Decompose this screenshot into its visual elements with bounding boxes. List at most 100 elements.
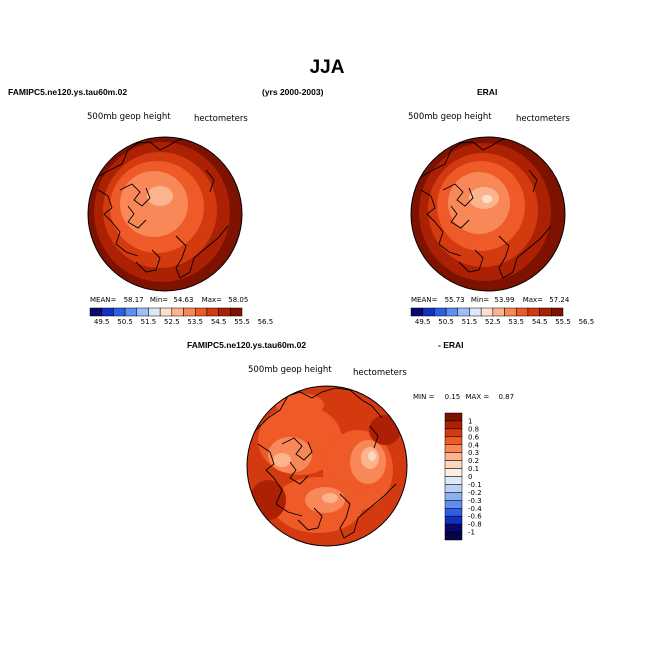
colorbar-box [159, 307, 173, 317]
model-stats: MEAN= 58.17 Min= 54.63 Max= 58.05 [90, 296, 248, 304]
colorbar-tick-label: 52.5 [485, 318, 501, 326]
colorbar-box [444, 484, 463, 493]
colorbar-box [444, 436, 463, 445]
colorbar-tick-label: 0.8 [468, 425, 479, 433]
colorbar-box [422, 307, 435, 317]
diff-max-label: MAX = [465, 393, 490, 401]
diff-min-value: 0.15 [444, 393, 461, 401]
model-case-title: FAMIPC5.ne120.ys.tau60m.02 [8, 87, 128, 97]
colorbar-box [457, 307, 470, 317]
colorbar-tick-label: 54.5 [532, 318, 548, 326]
colorbar-box [444, 492, 463, 501]
diff-case-title: FAMIPC5.ne120.ys.tau60m.02 [187, 340, 307, 350]
colorbar-box [444, 508, 463, 517]
colorbar-box [434, 307, 447, 317]
colorbar-tick-label: 0.3 [468, 449, 479, 457]
colorbar-tick-label: -0.1 [468, 481, 482, 489]
colorbar-box [504, 307, 517, 317]
colorbar-tick-label: -0.8 [468, 521, 482, 529]
colorbar-box [444, 523, 463, 533]
model-max-label: Max= [201, 296, 223, 304]
colorbar-box [136, 307, 149, 317]
model-polar-map [87, 136, 243, 292]
colorbar-tick-label: -0.4 [468, 505, 482, 513]
colorbar-tick-label: 50.5 [117, 318, 133, 326]
colorbar-box [444, 420, 463, 430]
colorbar-box [444, 468, 463, 477]
colorbar-tick-label: 53.5 [187, 318, 203, 326]
obs-units-label: hectometers [516, 114, 570, 124]
colorbar-tick-label: 51.5 [141, 318, 157, 326]
colorbar-tick-label: 50.5 [438, 318, 454, 326]
colorbar-box [89, 307, 102, 317]
colorbar-box [113, 307, 126, 317]
colorbar-box [539, 307, 552, 317]
model-min-value: 54.63 [173, 296, 194, 304]
obs-mean-value: 55.73 [444, 296, 465, 304]
colorbar-box [480, 307, 494, 317]
colorbar-tick-label: 56.5 [579, 318, 595, 326]
model-coastlines-icon [95, 137, 229, 279]
colorbar-box [444, 500, 463, 509]
diff-units-label: hectometers [353, 368, 407, 378]
obs-mean-label: MEAN= [411, 296, 438, 304]
colorbar-box [492, 307, 505, 317]
diff-colorbar: 10.80.60.40.30.20.10-0.1-0.2-0.3-0.4-0.6… [444, 412, 482, 541]
diff-variable-label: 500mb geop height [248, 365, 332, 375]
model-variable-label: 500mb geop height [87, 112, 171, 122]
colorbar-box [527, 307, 540, 317]
colorbar-box [444, 444, 463, 453]
model-units-label: hectometers [194, 114, 248, 124]
colorbar-box [101, 307, 114, 317]
colorbar-box [551, 307, 564, 317]
diff-min-label: MIN = [413, 393, 435, 401]
colorbar-box [469, 307, 482, 317]
obs-title: ERAI [477, 87, 498, 97]
colorbar-tick-label: 55.5 [555, 318, 571, 326]
obs-max-value: 57.24 [549, 296, 570, 304]
colorbar-tick-label: 1 [468, 417, 472, 425]
colorbar-tick-label: 0.4 [468, 441, 480, 449]
obs-polar-map [410, 136, 566, 292]
obs-max-label: Max= [522, 296, 544, 304]
colorbar-tick-label: -0.2 [468, 489, 482, 497]
colorbar-box [515, 307, 529, 317]
colorbar-box [194, 307, 208, 317]
diff-coastlines-icon [255, 387, 397, 539]
colorbar-tick-label: 0.2 [468, 457, 479, 465]
colorbar-tick-label: 53.5 [508, 318, 524, 326]
colorbar-box [445, 307, 459, 317]
colorbar-box [124, 307, 138, 317]
model-mean-label: MEAN= [90, 296, 117, 304]
colorbar-box [171, 307, 184, 317]
figure-title: JJA [309, 57, 345, 78]
model-min-label: Min= [149, 296, 169, 304]
colorbar-box [444, 452, 463, 461]
colorbar-tick-label: 52.5 [164, 318, 180, 326]
years-title: (yrs 2000-2003) [262, 87, 324, 97]
colorbar-box [206, 307, 219, 317]
colorbar-tick-label: -1 [468, 529, 475, 537]
colorbar-box [444, 531, 463, 541]
colorbar-box [444, 460, 463, 469]
colorbar-tick-label: 0 [468, 473, 472, 481]
diff-polar-map [246, 385, 408, 547]
colorbar-box [444, 412, 463, 422]
obs-variable-label: 500mb geop height [408, 112, 492, 122]
colorbar-tick-label: 56.5 [258, 318, 274, 326]
obs-min-label: Min= [470, 296, 490, 304]
colorbar-tick-label: 51.5 [462, 318, 478, 326]
colorbar-box [218, 307, 231, 317]
colorbar-box [410, 307, 423, 317]
colorbar-tick-label: 0.6 [468, 433, 480, 441]
model-mean-value: 58.17 [123, 296, 144, 304]
obs-stats: MEAN= 55.73 Min= 53.99 Max= 57.24 [411, 296, 569, 304]
model-max-value: 58.05 [228, 296, 249, 304]
colorbar-box [444, 476, 463, 485]
obs-colorbar: 49.5 50.5 51.5 52.5 53.5 54.5 55.5 56.5 [410, 307, 595, 326]
colorbar-tick-label: 54.5 [211, 318, 227, 326]
colorbar-box [183, 307, 196, 317]
diff-stats: MIN = 0.15 MAX = 0.87 [413, 393, 514, 401]
colorbar-tick-label: -0.6 [468, 513, 482, 521]
diff-obs-title: - ERAI [438, 340, 464, 350]
